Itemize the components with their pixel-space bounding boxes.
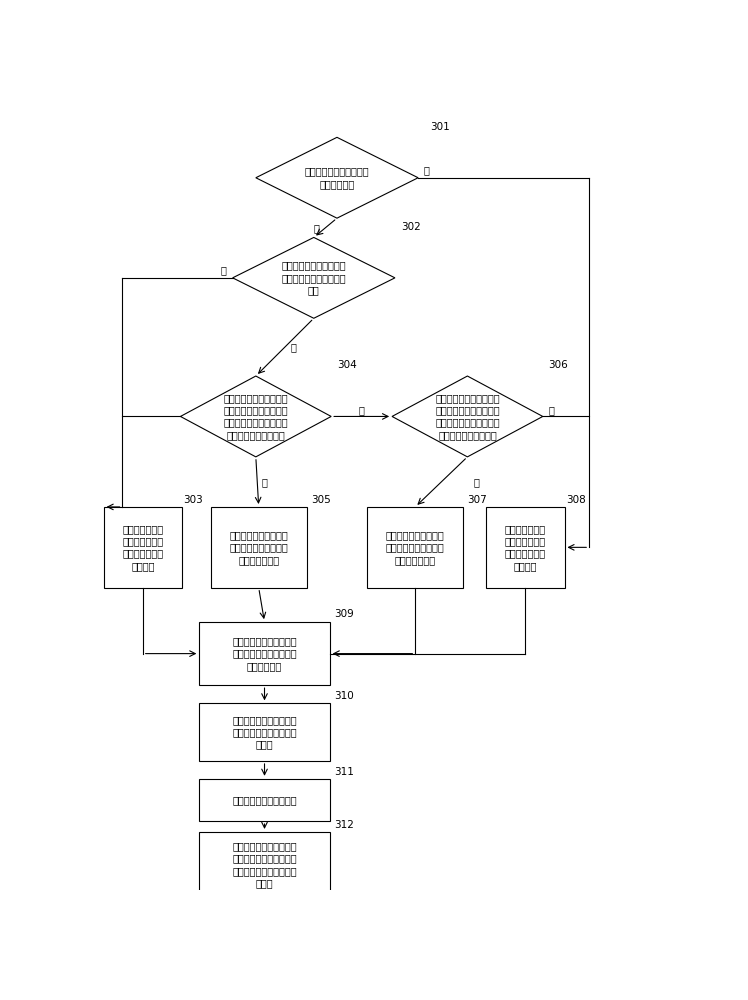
- Text: 302: 302: [401, 222, 420, 232]
- Text: 307: 307: [468, 495, 487, 505]
- Bar: [211, 507, 307, 588]
- Text: 309: 309: [334, 609, 354, 619]
- Text: 否: 否: [290, 342, 296, 352]
- Text: 是: 是: [221, 265, 227, 275]
- Text: 304: 304: [337, 360, 357, 370]
- Polygon shape: [256, 137, 418, 218]
- Text: 306: 306: [548, 360, 568, 370]
- Bar: [199, 832, 330, 897]
- Text: 将所述关联备选信息在
预设时间内的点击率作
为预估的点击率: 将所述关联备选信息在 预设时间内的点击率作 为预估的点击率: [386, 530, 444, 565]
- Bar: [104, 507, 182, 588]
- Text: 判断所述备选信息的被推
送次数是否大于等于第一
阈值: 判断所述备选信息的被推 送次数是否大于等于第一 阈值: [281, 260, 346, 295]
- Text: 选取权重满足预设第一规
则的备选信息作为预选参
考信息: 选取权重满足预设第一规 则的备选信息作为预选参 考信息: [232, 715, 297, 750]
- Bar: [199, 703, 330, 761]
- Text: 303: 303: [183, 495, 203, 505]
- Text: 308: 308: [566, 495, 586, 505]
- Text: 判断备选信息在预设时间
内是否被推送: 判断备选信息在预设时间 内是否被推送: [304, 167, 370, 189]
- Bar: [199, 622, 330, 685]
- Text: 将所述备选信息
所属类别的平均
点击率作为预估
的点击率: 将所述备选信息 所属类别的平均 点击率作为预估 的点击率: [505, 524, 546, 571]
- Polygon shape: [392, 376, 543, 457]
- Text: 310: 310: [334, 691, 354, 701]
- Text: 305: 305: [311, 495, 331, 505]
- Text: 311: 311: [334, 767, 354, 777]
- Text: 获取在线用户的特征信息: 获取在线用户的特征信息: [232, 795, 297, 805]
- Text: 是: 是: [473, 477, 479, 487]
- Text: 312: 312: [334, 820, 354, 830]
- Text: 根据所述特征信息从所述
预选参考信息中选取满足
预设第二规则的参考消息
并推送: 根据所述特征信息从所述 预选参考信息中选取满足 预设第二规则的参考消息 并推送: [232, 841, 297, 888]
- Text: 将所述备选信息
在预设时间内的
点击率作为预估
的点击率: 将所述备选信息 在预设时间内的 点击率作为预估 的点击率: [122, 524, 163, 571]
- Bar: [199, 779, 330, 821]
- Text: 是: 是: [262, 477, 268, 487]
- Polygon shape: [233, 237, 395, 318]
- Text: 是: 是: [313, 223, 319, 233]
- Text: 否: 否: [359, 405, 364, 415]
- Text: 否: 否: [424, 165, 430, 175]
- Text: 否: 否: [548, 405, 554, 415]
- Bar: [486, 507, 565, 588]
- Text: 判断与所述备选信息的关
联度达到第二预设值的关
联备选信息的被推送次数
是否大于等于第一阈值: 判断与所述备选信息的关 联度达到第二预设值的关 联备选信息的被推送次数 是否大于…: [435, 393, 500, 440]
- Text: 301: 301: [429, 122, 450, 132]
- Text: 判断与所述备选信息的关
联度达到第一预设值的相
似备选信息的被推送次数
是否大于等于第一阈值: 判断与所述备选信息的关 联度达到第一预设值的相 似备选信息的被推送次数 是否大于…: [224, 393, 288, 440]
- Text: 将所述相似备选信息在
预设时间内的点击率作
为预估的点击率: 将所述相似备选信息在 预设时间内的点击率作 为预估的点击率: [230, 530, 288, 565]
- Bar: [367, 507, 463, 588]
- Text: 根据各备选信息的点击率
和价格信息，计算出各备
选信息的权重: 根据各备选信息的点击率 和价格信息，计算出各备 选信息的权重: [232, 636, 297, 671]
- Polygon shape: [180, 376, 331, 457]
